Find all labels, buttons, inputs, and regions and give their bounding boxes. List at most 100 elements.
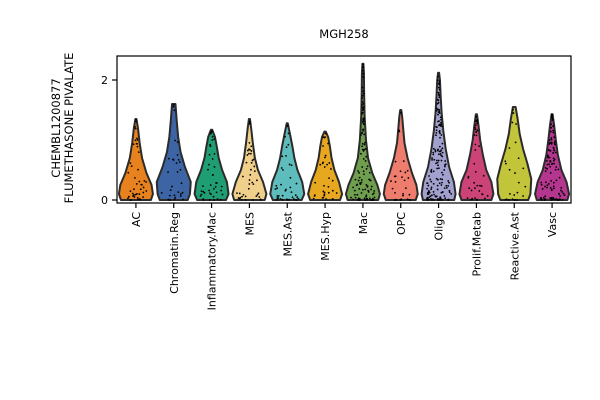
violin-prolif-metab [458, 113, 495, 201]
data-point [361, 166, 364, 168]
data-point [438, 167, 440, 170]
data-point [173, 198, 176, 201]
x-tick-label: Prolif.Metab [470, 212, 483, 276]
data-point [548, 163, 550, 166]
data-point [550, 123, 553, 126]
data-point [435, 177, 438, 180]
data-point [544, 170, 547, 173]
data-point [437, 120, 439, 123]
data-point [434, 195, 437, 198]
data-point [427, 190, 430, 193]
data-point [436, 188, 439, 191]
data-point [362, 72, 365, 75]
data-point [363, 197, 366, 200]
data-point [248, 179, 251, 181]
data-point [450, 193, 453, 195]
data-point [368, 178, 370, 181]
data-point [545, 160, 548, 162]
data-point [325, 198, 327, 200]
data-point [406, 169, 409, 172]
data-point [522, 167, 525, 170]
data-point [174, 139, 177, 142]
data-point [216, 198, 219, 201]
data-point [432, 170, 435, 173]
data-point [276, 197, 279, 199]
data-point [511, 121, 514, 124]
data-point [426, 187, 429, 190]
data-point [475, 134, 478, 137]
data-point [555, 179, 558, 182]
data-point [440, 159, 443, 162]
data-point [430, 188, 433, 191]
data-point [362, 69, 364, 72]
data-point [354, 196, 357, 199]
y-axis-label-line-2: FLUMETHASONE PIVALATE [62, 53, 76, 204]
data-point [368, 197, 371, 200]
data-point [363, 148, 366, 151]
data-point [277, 195, 280, 197]
data-point [361, 188, 364, 191]
data-point [362, 129, 364, 132]
data-point [367, 191, 370, 193]
data-point [321, 196, 324, 199]
data-point [365, 167, 368, 170]
data-point [169, 189, 172, 192]
data-point [238, 192, 241, 195]
data-point [550, 199, 553, 201]
data-point [173, 194, 176, 197]
data-point [441, 151, 444, 154]
data-point [440, 123, 443, 126]
data-point [430, 186, 433, 189]
data-point [372, 199, 375, 201]
data-point [507, 199, 510, 201]
violin-body [344, 62, 381, 201]
data-point [432, 190, 435, 193]
data-point [513, 194, 516, 196]
data-point [178, 161, 181, 163]
data-point [361, 104, 363, 107]
data-point [134, 127, 137, 130]
data-point [335, 192, 338, 194]
data-point [360, 152, 362, 155]
data-point [513, 199, 516, 201]
data-point [237, 197, 240, 199]
y-tick-label: 2 [101, 74, 108, 87]
x-tick-label: AC [130, 212, 143, 227]
data-point [364, 141, 366, 144]
data-point [395, 199, 398, 201]
data-point [437, 91, 440, 94]
data-point [246, 154, 249, 156]
data-point [145, 190, 148, 192]
data-point [440, 134, 443, 136]
data-point [127, 195, 130, 198]
data-point [544, 195, 547, 198]
data-point [546, 167, 549, 170]
data-point [553, 162, 555, 165]
data-point [436, 184, 439, 187]
data-point [209, 144, 212, 146]
data-point [435, 107, 438, 110]
data-point [553, 148, 555, 150]
data-point [292, 198, 295, 200]
violin-mes-hyp [307, 130, 344, 201]
data-point [552, 129, 555, 132]
data-point [285, 146, 288, 149]
data-point [208, 189, 210, 192]
data-point [563, 194, 566, 197]
data-point [552, 198, 554, 201]
plot-frame [116, 55, 572, 204]
data-point [328, 162, 331, 164]
data-point [371, 193, 374, 196]
data-point [296, 196, 299, 198]
data-point [545, 181, 547, 184]
data-point [134, 139, 137, 142]
data-point [241, 195, 243, 198]
data-point [130, 199, 133, 201]
data-point [361, 111, 364, 114]
data-point [362, 65, 365, 68]
data-point [438, 94, 440, 97]
data-point [437, 178, 439, 181]
data-point [246, 149, 249, 152]
data-point [356, 198, 359, 201]
